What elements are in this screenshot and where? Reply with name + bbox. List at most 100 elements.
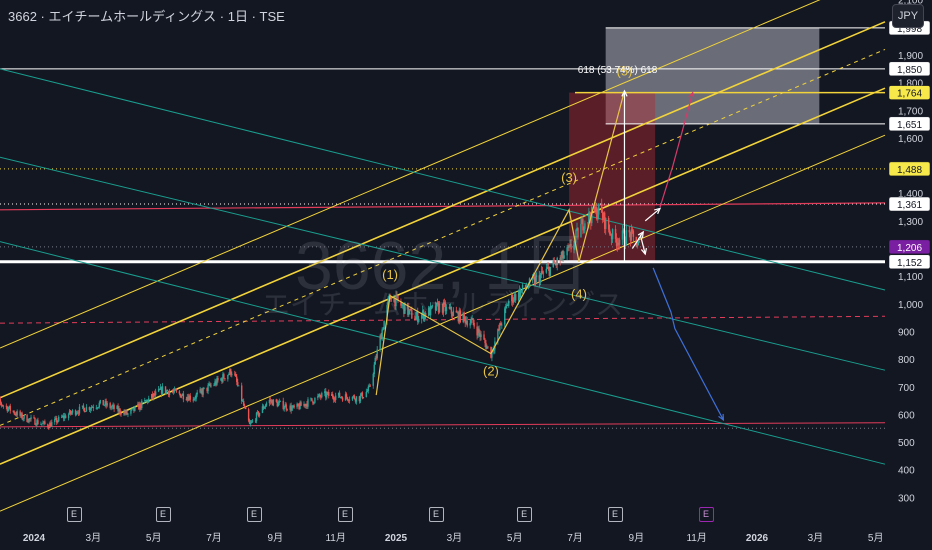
- candle-body: [134, 406, 136, 411]
- projection-arrow: [644, 207, 661, 222]
- candle-body: [192, 399, 194, 401]
- earnings-marker[interactable]: E: [66, 507, 82, 522]
- candle-body: [206, 387, 208, 392]
- candle-body: [35, 424, 37, 426]
- candle-body: [238, 385, 240, 387]
- candle-body: [54, 419, 56, 423]
- x-tick-label: 5月: [146, 532, 162, 544]
- price-tag: [888, 254, 931, 270]
- x-tick-label: 11月: [686, 532, 706, 544]
- candle-body: [517, 290, 520, 301]
- candle-body: [77, 412, 80, 414]
- earnings-marker[interactable]: E: [607, 507, 623, 522]
- candle-body: [34, 418, 36, 425]
- candle-body: [278, 401, 280, 403]
- candle-body: [42, 422, 44, 424]
- candle-body: [99, 400, 101, 404]
- candle-body: [497, 329, 499, 342]
- candle-body: [303, 403, 305, 406]
- candle-body: [594, 206, 596, 212]
- candle-body: [196, 392, 198, 395]
- candle-body: [117, 406, 119, 412]
- candle-body: [539, 274, 542, 283]
- candle-body: [230, 369, 232, 376]
- candle-body: [355, 396, 358, 402]
- candle-body: [254, 420, 257, 422]
- candle-body: [590, 218, 592, 224]
- candle-body: [215, 381, 217, 385]
- candle-body: [227, 375, 229, 380]
- candle-body: [418, 318, 420, 322]
- candle-body: [147, 399, 149, 403]
- candle-body: [449, 306, 452, 309]
- candle-body: [188, 395, 190, 401]
- symbol-title[interactable]: 3662 · エイチームホールディングス · 1日 · TSE: [8, 9, 285, 24]
- candle-body: [241, 385, 243, 402]
- candle-body: [476, 326, 478, 336]
- candle-body: [150, 394, 153, 399]
- candle-body: [456, 312, 459, 314]
- candle-body: [258, 412, 261, 416]
- candle-body: [213, 384, 215, 386]
- candle-body: [334, 395, 337, 400]
- candle-body: [120, 413, 122, 415]
- projection-arrow-head: [637, 230, 645, 238]
- candle-body: [566, 247, 568, 256]
- candle-body: [291, 407, 293, 411]
- candle-body: [173, 388, 176, 392]
- candle-body: [265, 403, 268, 406]
- candle-body: [118, 408, 120, 412]
- candle-body: [339, 397, 342, 398]
- candle-body: [113, 405, 115, 409]
- candle-body: [56, 417, 58, 423]
- candle-body: [257, 411, 260, 416]
- candle-body: [300, 402, 302, 406]
- earnings-marker[interactable]: E: [698, 507, 714, 522]
- candle-body: [145, 400, 147, 401]
- price-tag: [888, 116, 931, 132]
- candle-body: [429, 305, 432, 316]
- candle-body: [577, 228, 579, 238]
- candle-body: [450, 306, 453, 314]
- candle-body: [116, 406, 118, 409]
- downtrend-line: [0, 68, 886, 291]
- candle-body: [47, 424, 49, 428]
- candle-body: [472, 318, 474, 323]
- candle-body: [344, 394, 347, 401]
- candle-body: [616, 242, 619, 246]
- candle-body: [172, 391, 175, 393]
- candle-body: [540, 271, 543, 275]
- y-tick-label: 1,800: [898, 79, 923, 90]
- x-tick-label: 2026: [746, 533, 769, 544]
- candle-body: [37, 420, 39, 425]
- candle-body: [379, 335, 381, 350]
- earnings-marker[interactable]: E: [246, 507, 262, 522]
- candle-body: [248, 420, 251, 425]
- candle-body: [451, 313, 454, 317]
- currency-button[interactable]: JPY: [892, 4, 924, 28]
- candle-body: [98, 403, 100, 408]
- candle-body: [462, 312, 464, 323]
- earnings-marker[interactable]: E: [428, 507, 444, 522]
- earnings-marker[interactable]: E: [337, 507, 353, 522]
- candle-body: [185, 399, 188, 401]
- candle-body: [485, 343, 487, 349]
- earnings-marker[interactable]: E: [516, 507, 532, 522]
- candle-body: [178, 391, 181, 394]
- candle-body: [296, 403, 298, 408]
- candle-body: [519, 290, 522, 298]
- candle-body: [154, 391, 157, 396]
- candle-body: [435, 302, 438, 311]
- price-tag: [888, 239, 931, 255]
- y-tick-label: 900: [898, 327, 915, 338]
- candle-body: [580, 223, 582, 238]
- candle-body: [615, 238, 618, 246]
- x-tick-label: 2025: [385, 533, 408, 544]
- candle-body: [317, 396, 319, 398]
- candle-body: [269, 399, 272, 402]
- earnings-marker[interactable]: E: [155, 507, 171, 522]
- y-tick-label: 600: [898, 410, 915, 421]
- channel-line: [0, 49, 886, 426]
- channel-line: [0, 134, 886, 512]
